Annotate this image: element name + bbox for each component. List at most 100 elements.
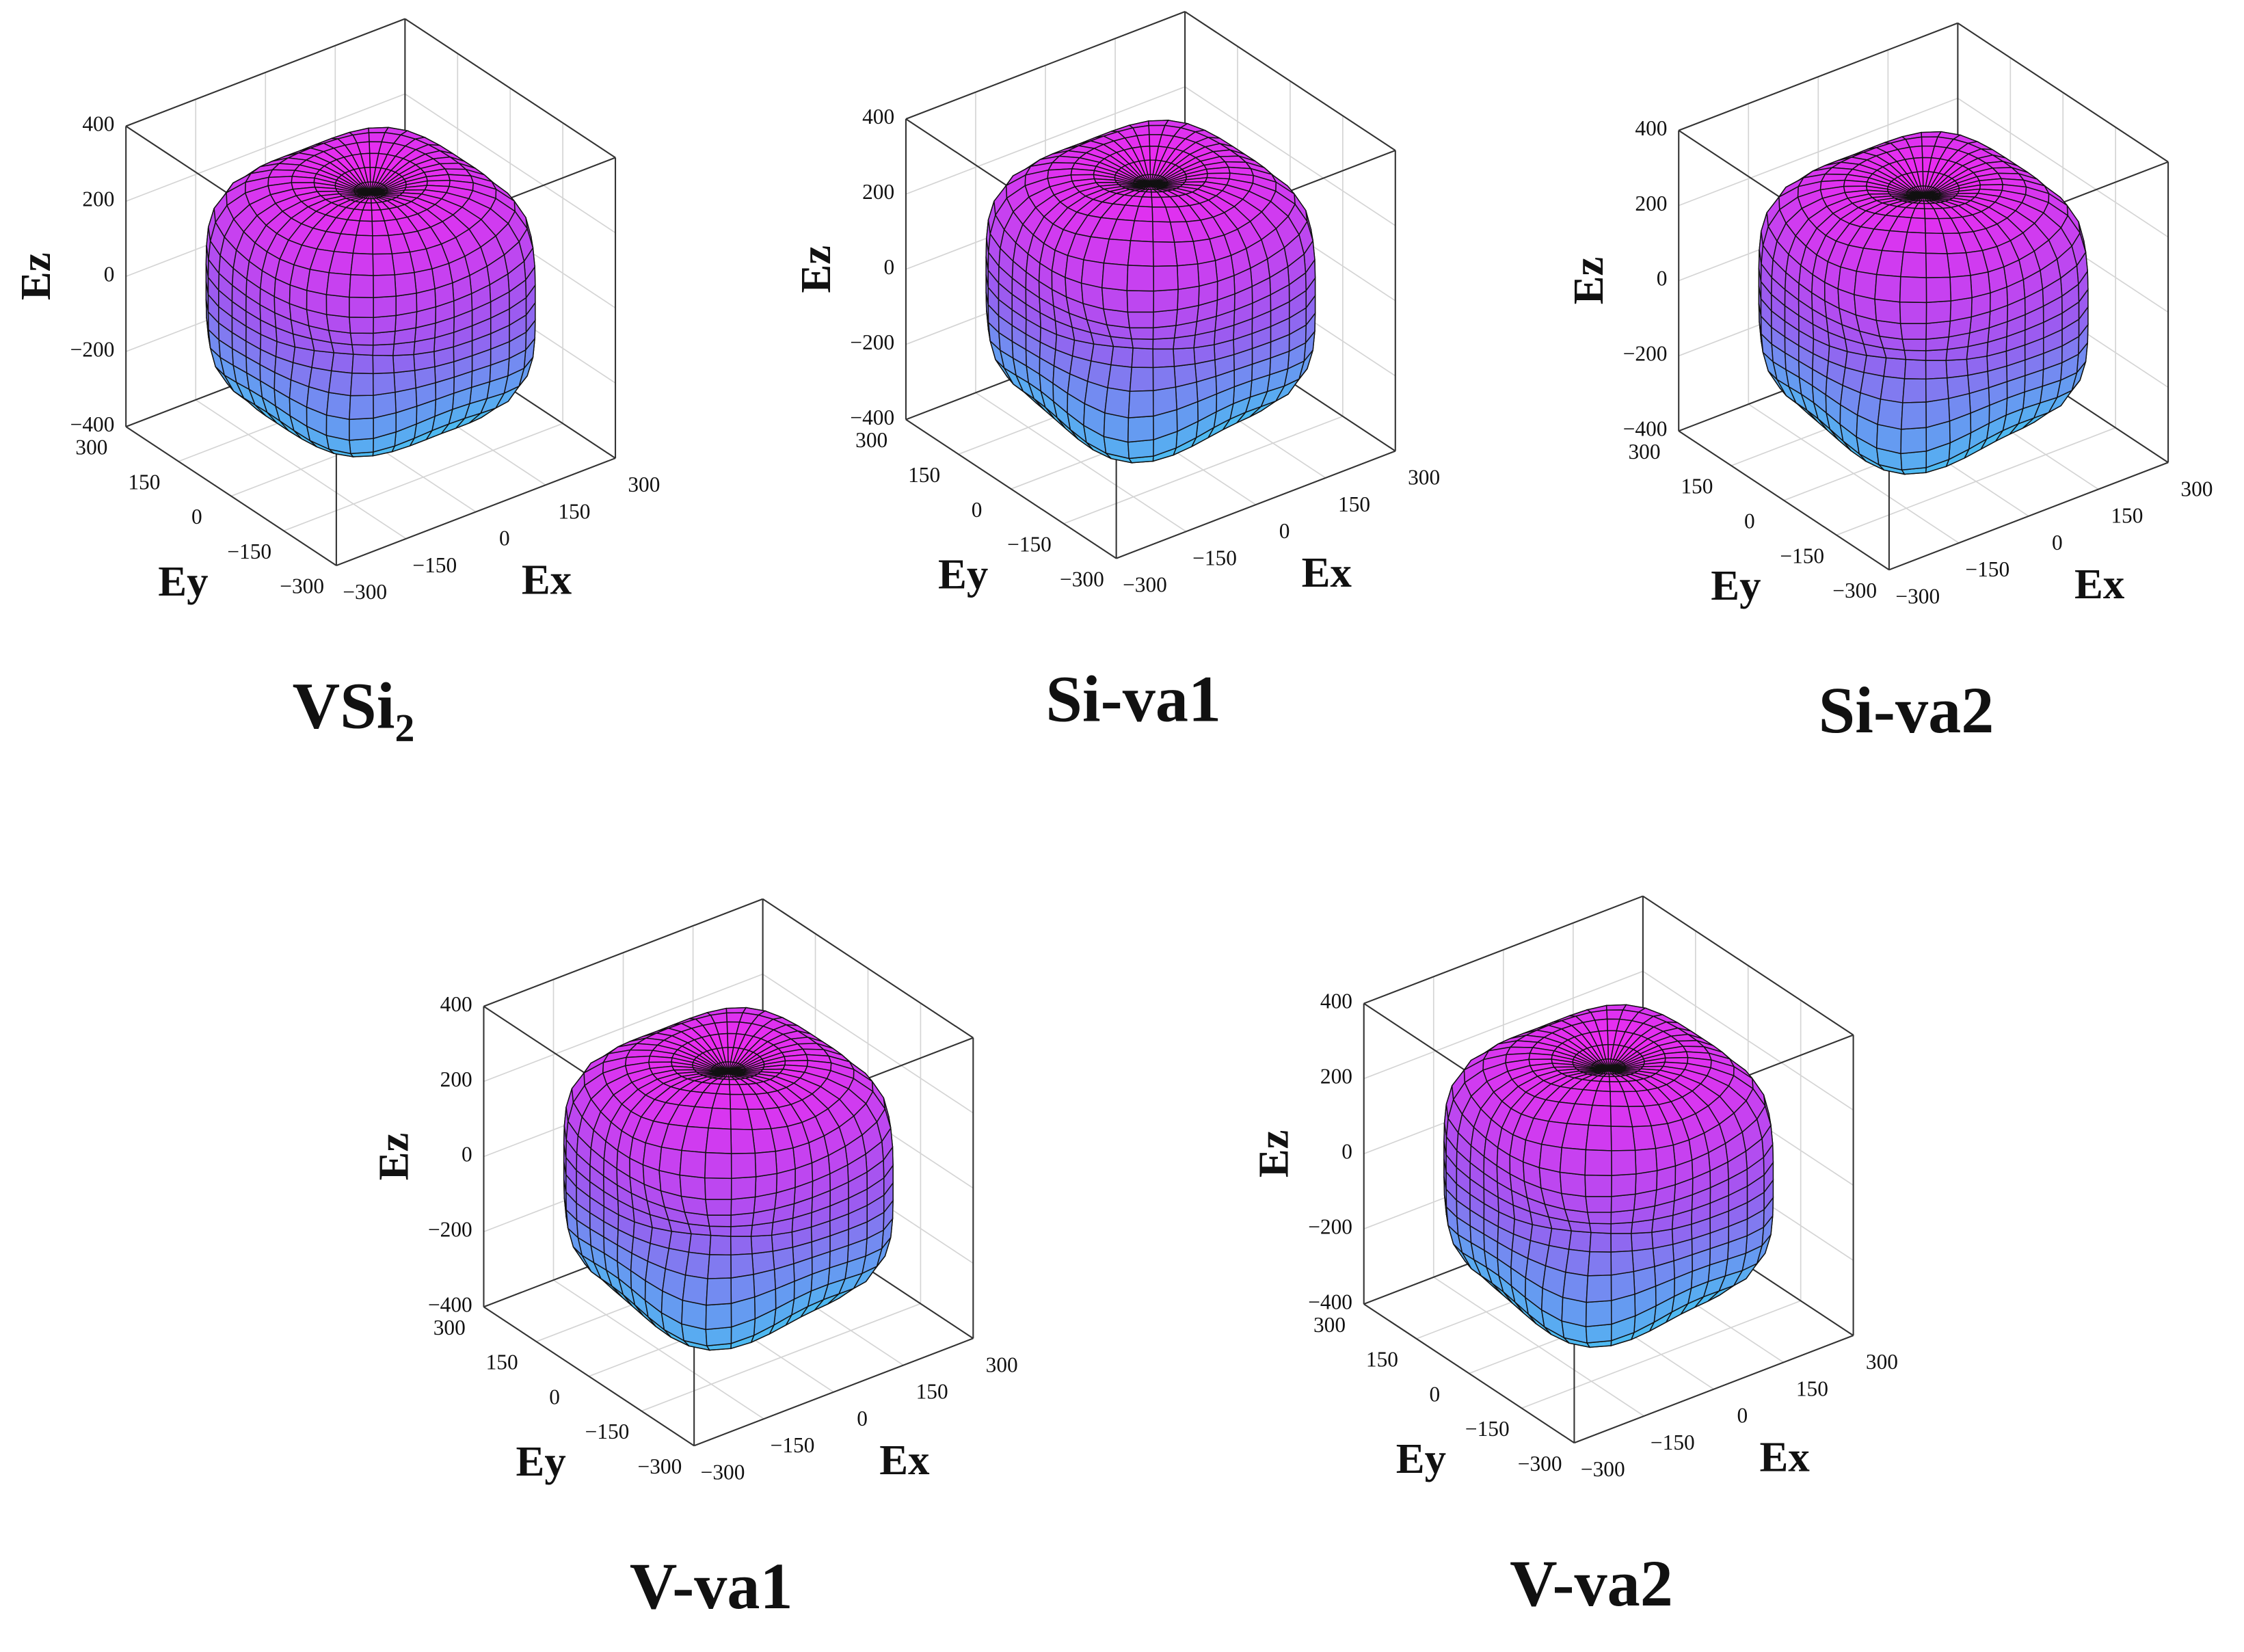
surface-patch <box>730 1225 753 1237</box>
z-tick-label: 0 <box>884 255 895 279</box>
x-axis-label: Ex <box>879 1436 930 1484</box>
panel-title: Si-va1 <box>1045 662 1221 735</box>
surface-patch <box>349 417 374 441</box>
z-tick-label: 400 <box>1635 116 1667 140</box>
surface-patch <box>1147 120 1169 126</box>
surface-patch <box>1877 398 1904 430</box>
z-tick-label: 400 <box>82 112 114 136</box>
surface-patch <box>681 1125 709 1154</box>
y-tick-label: 0 <box>1744 509 1755 533</box>
box-edge <box>336 457 616 567</box>
z-tick-label: −200 <box>1623 342 1668 366</box>
x-tick-label: 150 <box>2111 504 2143 528</box>
surface-patch <box>1900 401 1927 430</box>
y-tick-label: −150 <box>227 539 271 563</box>
surface-patch <box>349 252 374 276</box>
panel: −400−2000200400−300−1500150300−300−15001… <box>1250 895 1898 1620</box>
surface-patch <box>395 292 418 317</box>
y-tick-label: 0 <box>191 505 202 529</box>
surface-patch <box>1131 347 1154 369</box>
box-edge <box>125 18 405 127</box>
surface-patch <box>1127 240 1154 267</box>
x-tick-label: 300 <box>1408 466 1440 490</box>
surface-patch <box>1949 297 1973 322</box>
grid-line <box>404 93 616 234</box>
surface-patch <box>704 1177 732 1200</box>
surface-patch <box>1127 311 1154 329</box>
x-tick-label: 300 <box>986 1353 1018 1376</box>
z-tick-label: 400 <box>440 992 472 1016</box>
surface-patch <box>349 395 374 421</box>
y-axis-label: Ey <box>938 550 988 598</box>
y-tick-label: −300 <box>638 1454 682 1478</box>
z-tick-label: −200 <box>70 337 115 361</box>
surface-patch <box>705 1303 732 1331</box>
z-tick-label: 200 <box>862 180 894 204</box>
z-axis-label: Ez <box>12 252 59 300</box>
z-axis-label: Ez <box>792 245 840 293</box>
surface-patch <box>1921 136 1939 147</box>
x-tick-label: 0 <box>1279 519 1290 543</box>
surface-patch <box>1152 366 1177 392</box>
surface-patch <box>1153 265 1179 292</box>
surface-patch <box>1177 285 1200 310</box>
y-tick-label: −300 <box>1832 578 1877 602</box>
surface-patch <box>1904 358 1927 380</box>
surface-patch <box>1875 250 1904 278</box>
surface-patch <box>706 1277 732 1306</box>
surface-patch <box>394 271 417 297</box>
x-axis-label: Ex <box>1302 548 1352 596</box>
surface-patch <box>658 1146 682 1176</box>
box-edge <box>125 426 337 566</box>
surface-patch <box>393 369 417 393</box>
surface-patch <box>356 220 373 237</box>
surface-patch <box>1925 300 1952 324</box>
y-tick-label: 300 <box>1628 440 1660 464</box>
y-tick-label: 300 <box>855 428 887 452</box>
surface-patch <box>730 1152 757 1180</box>
surface-patch <box>1925 320 1951 340</box>
surface-patch <box>311 349 335 372</box>
y-tick-label: −300 <box>1060 567 1104 591</box>
z-tick-label: −400 <box>850 405 894 429</box>
y-tick-label: 300 <box>75 436 107 459</box>
surface-patch <box>1854 270 1878 300</box>
box-edge <box>1184 11 1396 151</box>
surface-patch <box>1925 232 1948 254</box>
surface-patch <box>391 251 415 276</box>
surface-patch <box>730 1176 757 1200</box>
surface-patch <box>414 268 436 294</box>
surface-patch <box>1901 338 1927 351</box>
z-tick-label: 0 <box>462 1143 472 1167</box>
surface-patch <box>1630 1231 1654 1252</box>
surface-patch <box>1949 274 1973 302</box>
y-tick-label: 300 <box>433 1316 466 1340</box>
panel-title: Si-va2 <box>1819 674 1994 747</box>
y-axis-label: Ey <box>158 557 208 605</box>
y-tick-label: 150 <box>128 470 160 494</box>
y-tick-label: 0 <box>972 498 983 522</box>
x-tick-label: 0 <box>499 527 510 550</box>
z-tick-label: −400 <box>70 412 115 436</box>
z-tick-label: −400 <box>1623 417 1668 441</box>
surface-patch <box>306 269 330 295</box>
surface-patch <box>325 392 351 421</box>
surface-patch <box>372 253 396 276</box>
x-tick-label: 300 <box>2180 477 2213 501</box>
surface-patch <box>1900 451 1927 471</box>
y-tick-label: −150 <box>585 1420 630 1443</box>
surface-patch <box>679 1174 706 1200</box>
surface-patch <box>368 126 390 133</box>
surface-patch <box>1585 1323 1612 1344</box>
z-axis-label: Ez <box>369 1133 417 1181</box>
grid-line <box>125 93 405 202</box>
surface-patch <box>351 354 374 375</box>
grid-line <box>283 423 563 532</box>
z-tick-label: 400 <box>862 105 894 129</box>
panel: −400−2000200400−300−1500150300−300−15001… <box>12 18 660 743</box>
surface-patch <box>1153 289 1179 313</box>
surface-patch <box>1925 377 1949 403</box>
x-tick-label: −300 <box>701 1460 745 1484</box>
surface-patch <box>1899 301 1927 324</box>
